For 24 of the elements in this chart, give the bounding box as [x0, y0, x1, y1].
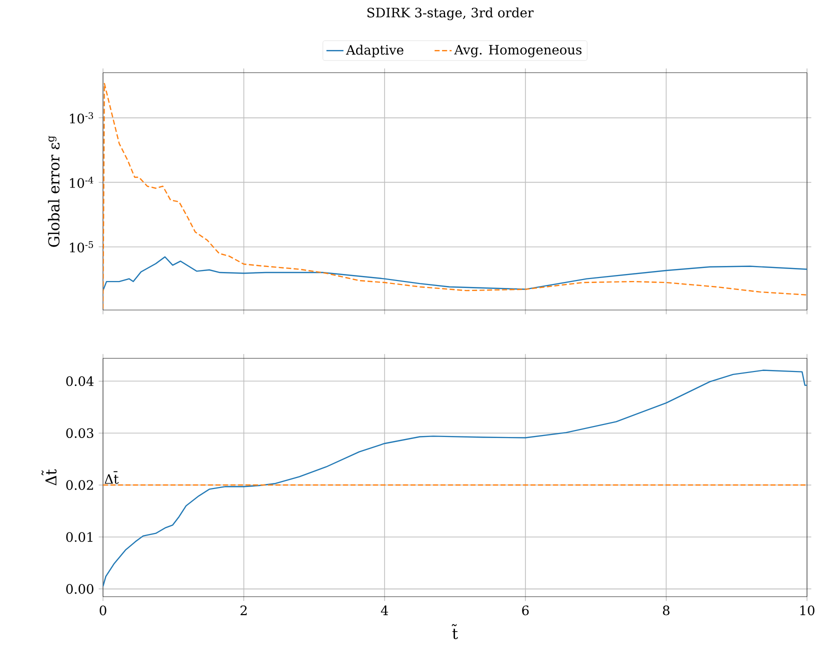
line-series — [103, 256, 808, 292]
line-series — [103, 82, 808, 310]
y-tick-label: 0.01 — [66, 532, 92, 542]
x-tick-label: 10 — [800, 605, 814, 616]
y-tick-label: 10$^{-3}$ — [70, 112, 94, 124]
y-tick-label: 0.00 — [66, 584, 94, 594]
x-tick-label: 0 — [100, 605, 106, 616]
legend-label: Adaptive — [346, 44, 404, 58]
legend-label: Avg. Homogeneous — [454, 44, 582, 58]
y-tick-label: 10$^{-5}$ — [70, 241, 94, 252]
y-axis-title: Global error ε$^{g}$ — [48, 136, 60, 247]
x-tick-label: 8 — [662, 605, 670, 616]
x-tick-label: 4 — [380, 605, 388, 616]
annotation: Δt̄ — [104, 471, 119, 484]
y-axis-title: Δt̃ — [42, 469, 57, 486]
chart-title: SDIRK 3-stage, 3rd order — [367, 7, 534, 20]
x-tick-label: 2 — [240, 605, 247, 616]
y-tick-label: 0.04 — [66, 376, 94, 386]
y-tick-label: 10$^{-4}$ — [70, 176, 94, 188]
x-axis-title: t̃ — [452, 624, 458, 640]
x-tick-label: 6 — [522, 605, 529, 616]
y-tick-label: 0.03 — [66, 428, 94, 438]
y-tick-label: 0.02 — [66, 480, 93, 490]
line-series — [103, 370, 808, 587]
